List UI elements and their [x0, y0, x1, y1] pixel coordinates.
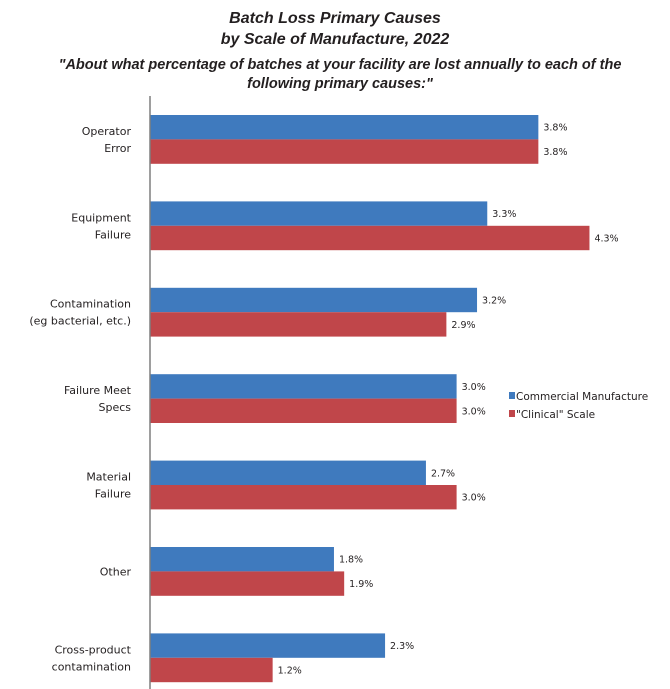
bar-commercial	[150, 633, 386, 658]
category-label: Failure Meet	[64, 384, 132, 397]
chart-title: Batch Loss Primary Causes	[229, 10, 441, 27]
data-label: 3.3%	[492, 209, 516, 220]
legend-entry: "Clinical" Scale	[516, 409, 595, 421]
category-label: Cross-product	[55, 643, 132, 656]
bar-clinical	[150, 657, 273, 683]
category-label: contamination	[52, 660, 131, 673]
category-label: Failure	[95, 488, 131, 501]
chart-subtitle: "About what percentage of batches at you…	[58, 57, 622, 92]
category-label: Contamination	[50, 298, 131, 311]
legend-swatch	[509, 392, 515, 399]
category-label: Operator	[82, 125, 132, 138]
data-label: 3.0%	[462, 493, 486, 504]
category-label: Material	[86, 471, 131, 484]
category-label: Failure	[95, 228, 131, 241]
bar-commercial	[150, 547, 334, 572]
data-label: 3.2%	[482, 296, 506, 307]
data-label: 2.3%	[390, 641, 414, 652]
bar-commercial	[150, 460, 426, 485]
legend-swatch	[509, 410, 515, 417]
data-label: 2.7%	[431, 468, 455, 479]
legend-entry: Commercial Manufacture	[516, 391, 648, 403]
category-label: Equipment	[71, 211, 131, 224]
data-label: 1.8%	[339, 555, 363, 566]
bar-clinical	[150, 139, 539, 164]
bar-commercial	[150, 287, 478, 313]
bar-clinical	[150, 398, 457, 423]
category-labels-group: Operator Error Equipment Failure Contaminati…	[29, 125, 131, 673]
data-label: 3.0%	[462, 382, 486, 393]
bar-clinical	[150, 225, 590, 251]
data-label: 3.0%	[462, 406, 486, 417]
bar-clinical	[150, 312, 447, 337]
category-label: Other	[100, 565, 132, 578]
chart-title-line2: by Scale of Manufacture, 2022	[220, 31, 450, 48]
category-label: (eg bacterial, etc.)	[29, 315, 131, 328]
data-label: 4.3%	[594, 234, 618, 245]
bar-commercial	[150, 115, 539, 140]
data-label: 2.9%	[451, 320, 475, 331]
bar-commercial	[150, 374, 457, 399]
bar-clinical	[150, 571, 345, 596]
data-label: 1.9%	[349, 579, 373, 590]
bars-group: 3.8% 3.8% 3.3% 4.3% 3.2% 2.9% 3.0% 3.0% 2.7% 3.0%…	[150, 115, 619, 683]
legend: Commercial Manufacture "Clinical" Scale	[509, 391, 648, 421]
category-label: Error	[104, 142, 131, 155]
category-label: Specs	[98, 401, 131, 414]
data-label: 3.8%	[543, 123, 567, 134]
data-label: 3.8%	[543, 147, 567, 158]
bar-commercial	[150, 201, 488, 226]
data-label: 1.2%	[278, 666, 302, 677]
bar-clinical	[150, 485, 457, 510]
